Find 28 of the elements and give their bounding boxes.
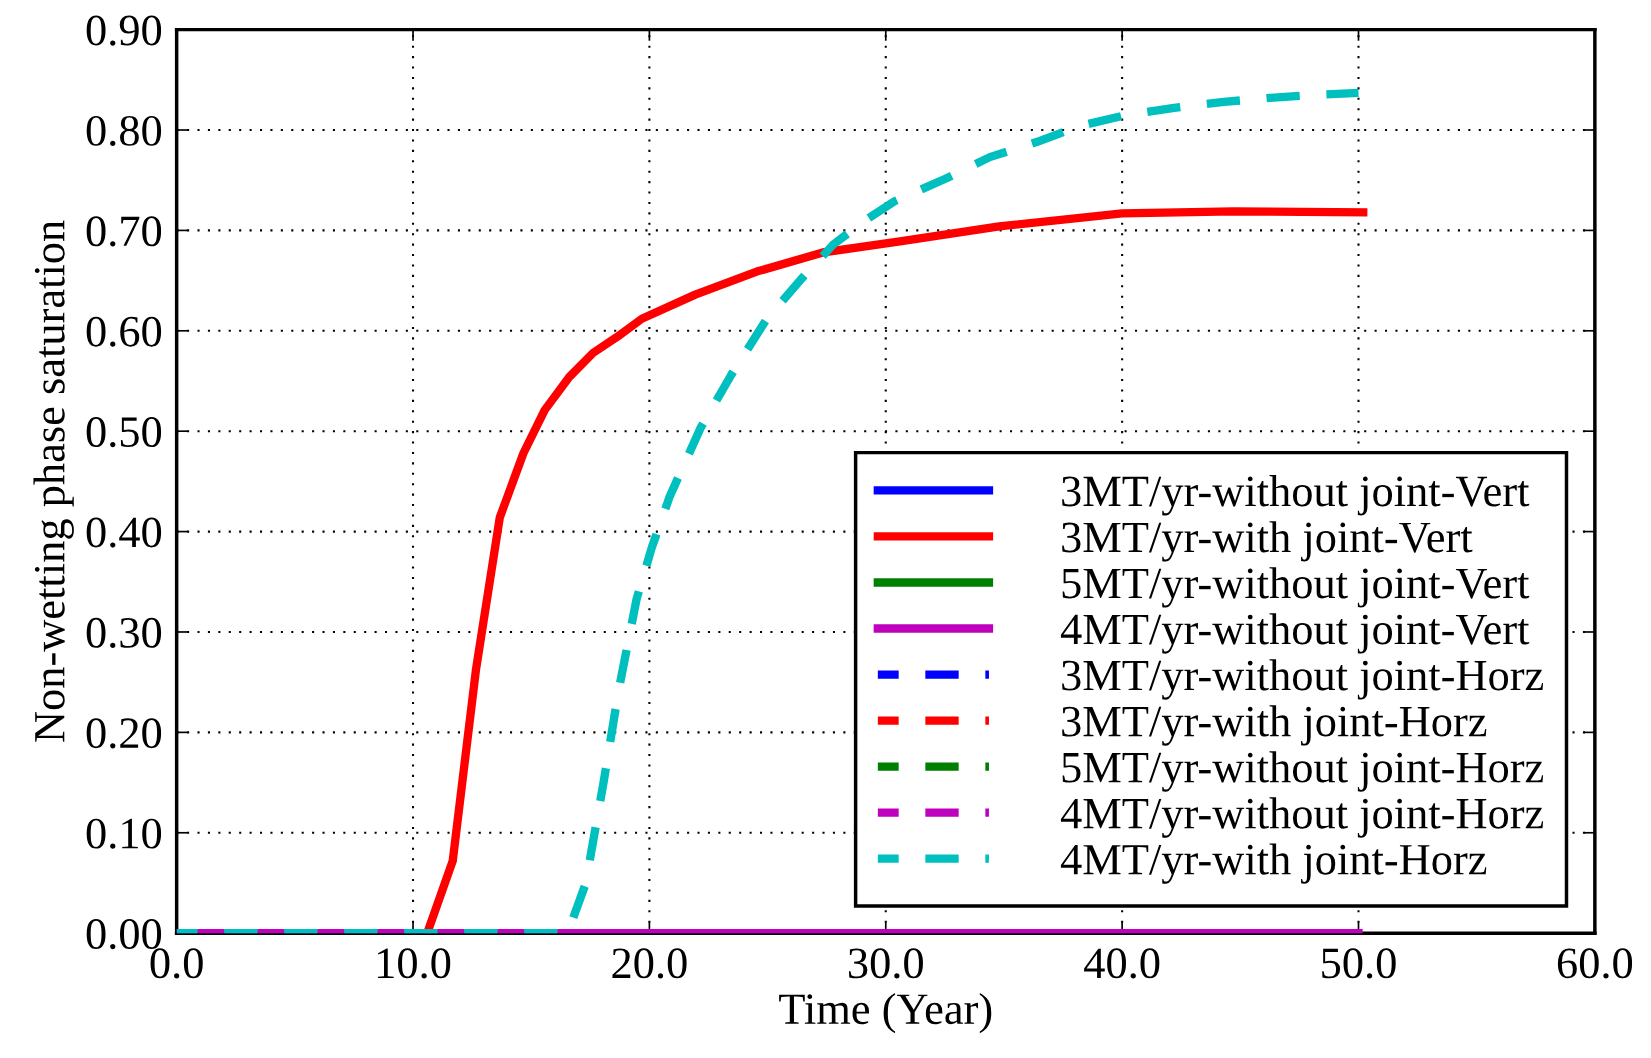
legend-label: 4MT/yr-without joint-Vert <box>1060 613 1530 654</box>
x-tick-label: 60.0 <box>1557 948 1633 979</box>
y-tick-label: 0.10 <box>86 818 162 849</box>
x-tick-label: 40.0 <box>1084 948 1160 979</box>
legend-label: 4MT/yr-with joint-Horz <box>1060 843 1487 884</box>
x-tick-label: 10.0 <box>378 948 451 979</box>
y-tick-label: 0.40 <box>86 517 162 548</box>
x-tick-label: 0.0 <box>150 948 203 979</box>
y-tick-label: 0.80 <box>86 115 162 147</box>
y-tick-label: 0.00 <box>86 919 162 950</box>
legend-label: 3MT/yr-without joint-Horz <box>1062 659 1544 700</box>
y-tick-label: 0.50 <box>86 417 162 448</box>
legend-label: 3MT/yr-with joint-Horz <box>1062 705 1487 746</box>
y-tick-label: 0.30 <box>86 617 162 649</box>
y-tick-label: 0.70 <box>86 216 162 247</box>
x-tick-label: 30.0 <box>849 948 923 979</box>
legend-label: 5MT/yr-without joint-Horz <box>1062 751 1544 792</box>
legend-label: 5MT/yr-without joint-Vert <box>1062 567 1530 608</box>
y-axis-title: Non-wetting phase saturation <box>33 220 74 742</box>
y-tick-label: 0.90 <box>86 15 162 46</box>
x-tick-label: 20.0 <box>612 948 687 979</box>
legend-label: 3MT/yr-with joint-Vert <box>1062 521 1473 562</box>
x-axis-title: Time (Year) <box>779 992 992 1034</box>
x-tick-label: 50.0 <box>1322 948 1396 979</box>
legend-label: 4MT/yr-without joint-Horz <box>1060 797 1544 838</box>
legend-label: 3MT/yr-without joint-Vert <box>1062 475 1530 516</box>
y-tick-label: 0.20 <box>86 718 162 749</box>
y-tick-label: 0.60 <box>86 316 162 347</box>
